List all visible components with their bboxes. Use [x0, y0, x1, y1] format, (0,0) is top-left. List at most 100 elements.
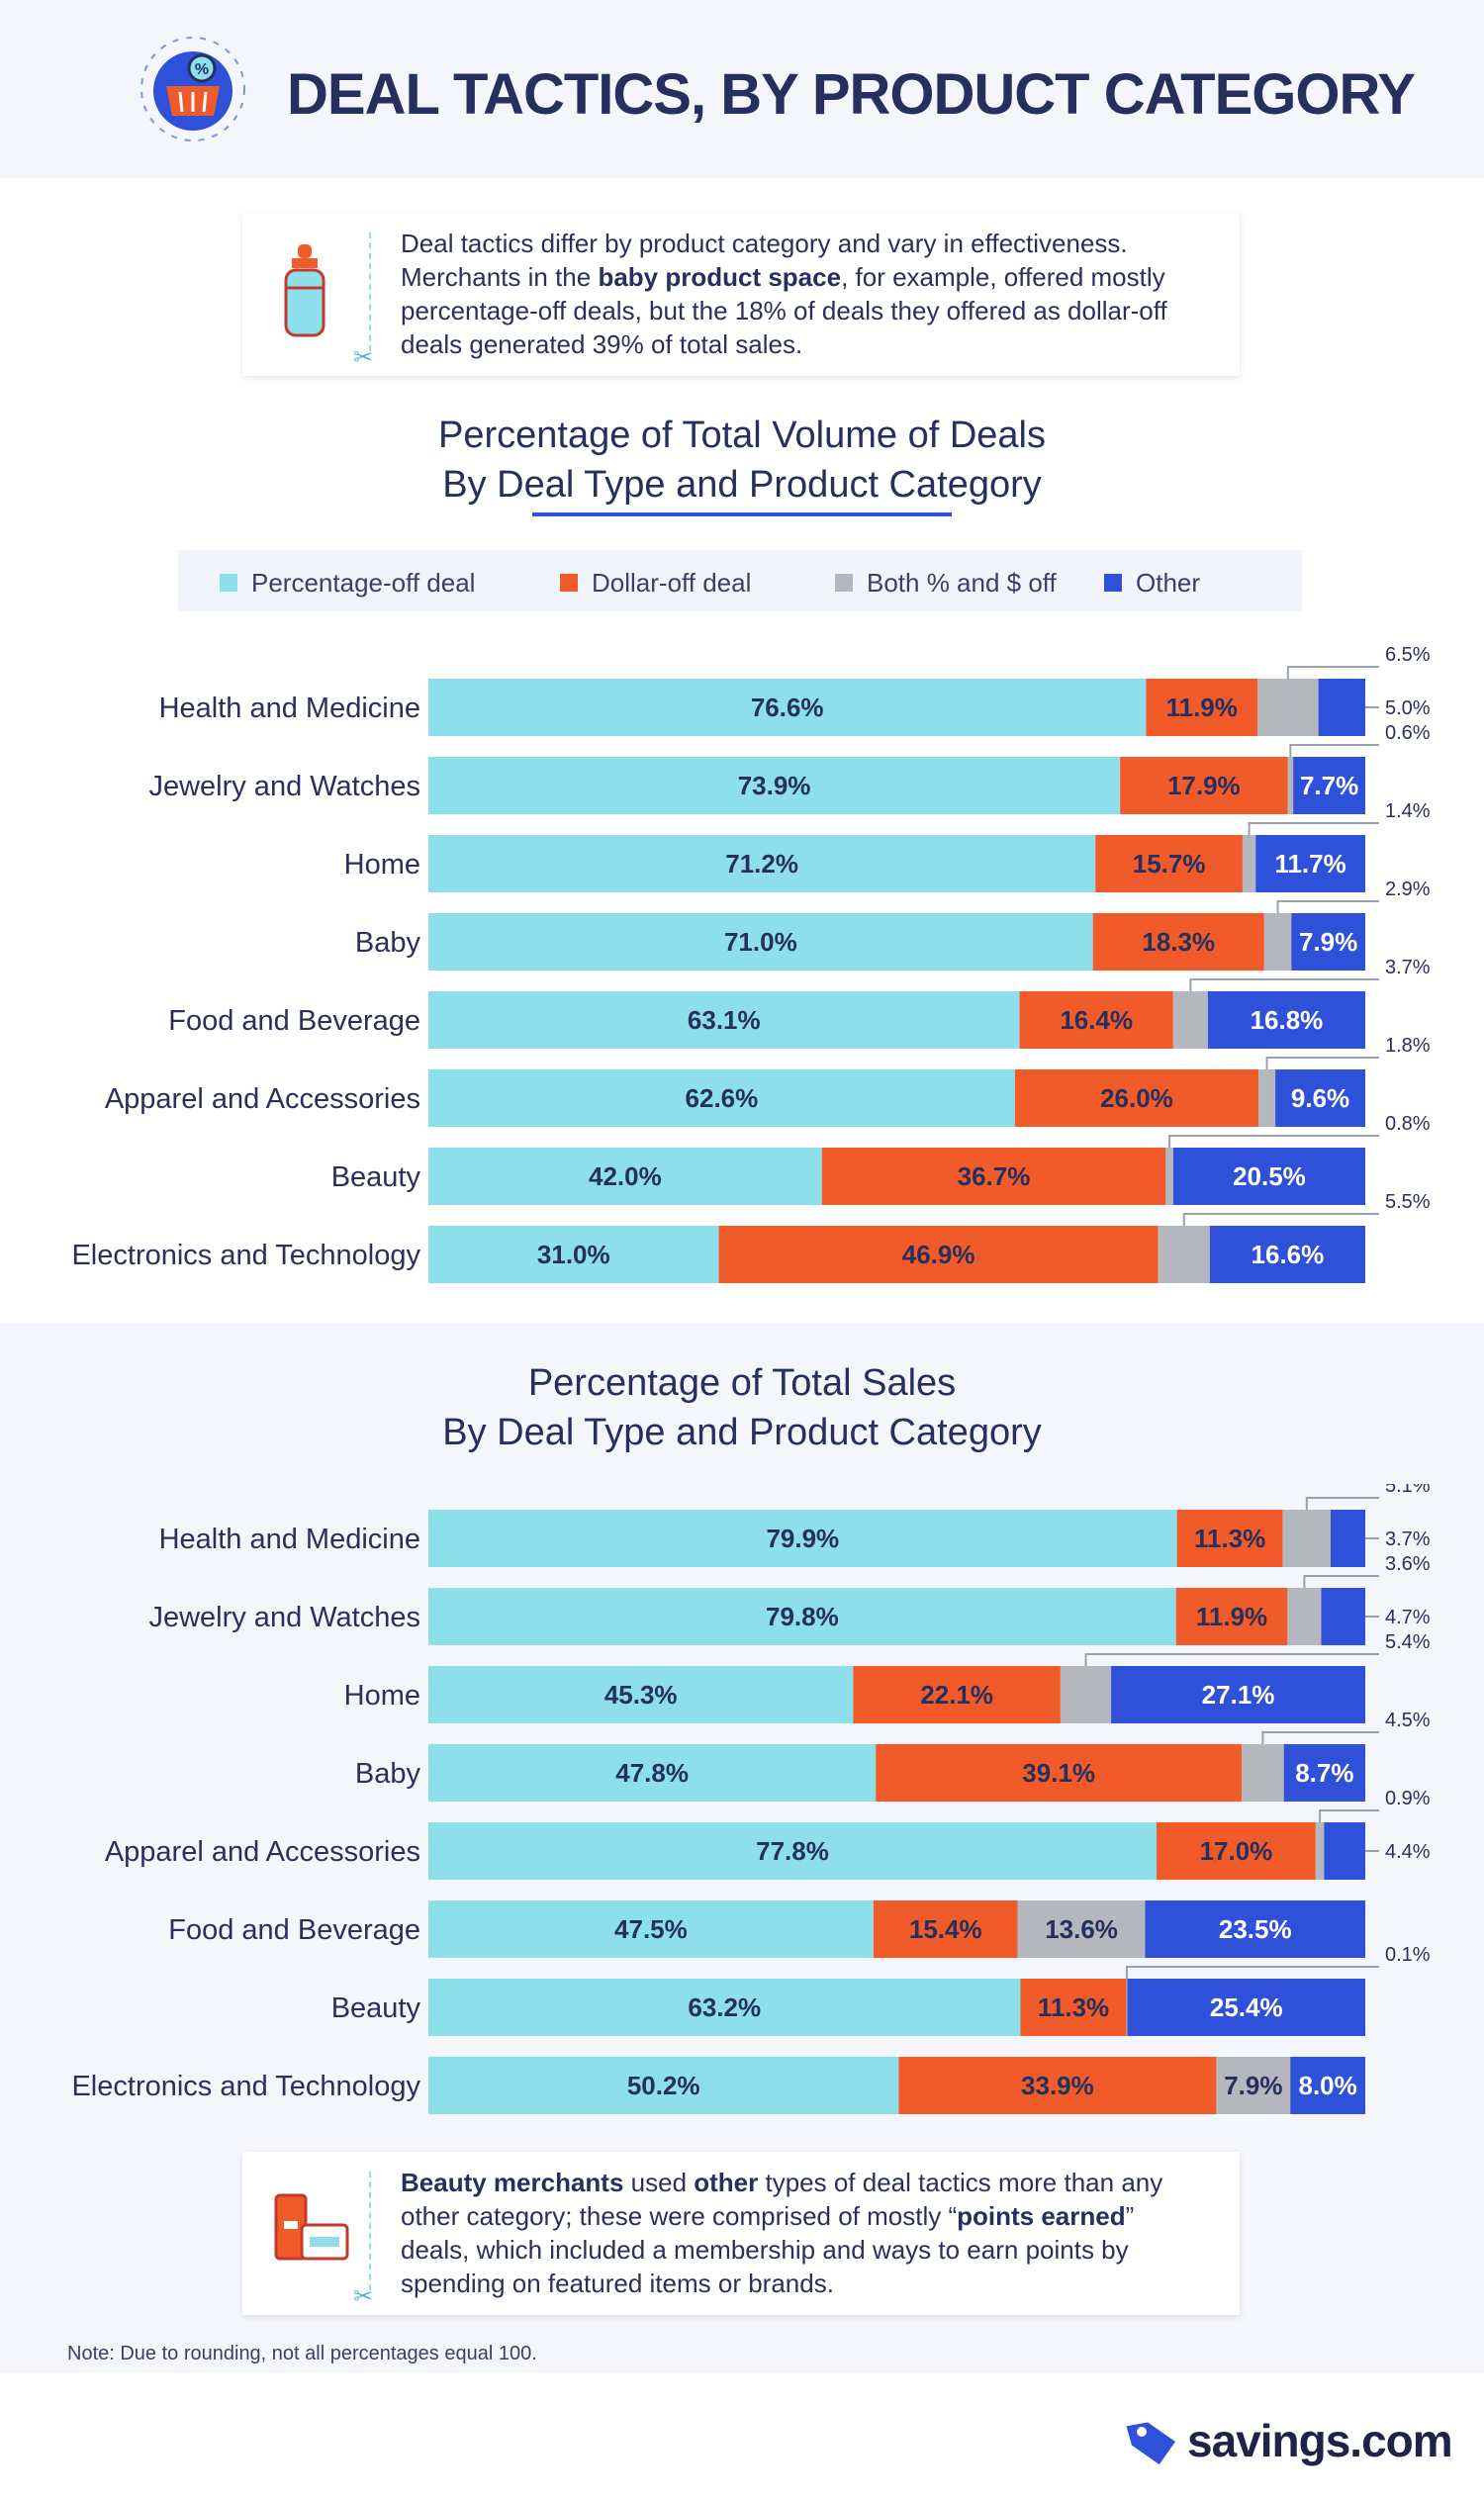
- category-label: Jewelry and Watches: [148, 771, 420, 802]
- legend-item-other: Other: [1104, 568, 1200, 598]
- legend-swatch: [1104, 574, 1122, 593]
- bar-segment-dollar-off: [1176, 1510, 1283, 1567]
- category-label: Food and Beverage: [168, 1914, 420, 1946]
- data-label: 36.7%: [958, 1161, 1031, 1191]
- chart-legend: Percentage-off deal Dollar-off deal Both…: [178, 550, 1302, 611]
- bar-segment-dollar-off: [1146, 679, 1258, 736]
- data-label: 31.0%: [537, 1240, 610, 1269]
- category-label: Electronics and Technology: [71, 1240, 420, 1271]
- legend-swatch: [835, 574, 853, 593]
- bar-segment-dollar-off: [1020, 1979, 1127, 2036]
- bar-segment-both: [1287, 1588, 1322, 1645]
- brand-logo[interactable]: savings.com: [1126, 2414, 1453, 2473]
- intro-text: Deal tactics differ by product category …: [401, 229, 1167, 359]
- bar-segment-percentage-off: [428, 757, 1121, 814]
- volume-chart-title: Percentage of Total Volume of Deals By D…: [437, 415, 1046, 506]
- bar-segment-other: [1209, 1226, 1365, 1283]
- data-label: 16.4%: [1060, 1005, 1133, 1035]
- legend-swatch: [220, 574, 237, 593]
- bar-segment-percentage-off: [428, 1588, 1176, 1645]
- bar-segment-both: [1216, 2057, 1291, 2114]
- leader-line: [1289, 744, 1379, 757]
- bar-segment-percentage-off: [428, 1226, 719, 1283]
- bar-segment-both: [1165, 1148, 1173, 1205]
- bar-segment-other: [1290, 2057, 1365, 2114]
- bar-segment-both: [1263, 913, 1292, 971]
- data-label: 50.2%: [627, 2071, 700, 2100]
- callout-label: 0.9%: [1385, 1788, 1431, 1809]
- leader-line: [1265, 1057, 1379, 1069]
- data-label: 15.4%: [909, 1914, 982, 1944]
- category-label: Health and Medicine: [159, 1524, 420, 1555]
- legend-swatch: [560, 574, 578, 593]
- data-label: 33.9%: [1021, 2071, 1094, 2100]
- data-label: 18.3%: [1142, 927, 1215, 957]
- leader-line: [1125, 1966, 1379, 1979]
- bar-segment-dollar-off: [1019, 991, 1173, 1049]
- brand-name: savings.com: [1187, 2415, 1453, 2466]
- leader-line: [1305, 1497, 1379, 1510]
- callout-label: 5.5%: [1385, 1191, 1431, 1213]
- data-label: 7.9%: [1299, 927, 1357, 957]
- data-label: 71.2%: [725, 849, 798, 879]
- page-title: DEAL TACTICS, BY PRODUCT CATEGORY: [287, 62, 1416, 127]
- data-label: 11.9%: [1166, 693, 1238, 722]
- bar-segment-other: [1127, 1979, 1365, 2036]
- bar-segment-percentage-off: [428, 2057, 899, 2114]
- category-label: Beauty: [331, 1161, 421, 1193]
- bar-segment-percentage-off: [428, 1979, 1021, 2036]
- data-label: 25.4%: [1210, 1992, 1283, 2022]
- bar-segment-other: [1324, 1822, 1365, 1880]
- bar-segment-other: [1330, 1510, 1365, 1567]
- data-label: 62.6%: [686, 1083, 759, 1113]
- dashed-divider: [369, 2172, 371, 2290]
- loyalty-cards-icon: [274, 2193, 349, 2261]
- category-label: Home: [344, 849, 420, 880]
- leader-line: [1276, 900, 1379, 913]
- bar-segment-dollar-off: [876, 1744, 1243, 1802]
- data-label: 63.1%: [688, 1005, 761, 1035]
- bar-segment-percentage-off: [428, 1744, 877, 1802]
- data-label: 47.8%: [615, 1758, 689, 1788]
- bar-segment-percentage-off: [428, 1510, 1177, 1567]
- data-label: 79.8%: [766, 1602, 839, 1631]
- data-label: 39.1%: [1022, 1758, 1095, 1788]
- callout-label: 6.5%: [1385, 644, 1431, 666]
- bar-segment-other: [1275, 1069, 1365, 1127]
- bar-segment-both: [1242, 835, 1256, 892]
- bar-segment-dollar-off: [1092, 913, 1264, 971]
- leader-line: [1261, 1731, 1379, 1744]
- bar-segment-other: [1111, 1666, 1365, 1723]
- outro-callout: ✂ Beauty merchants used other types of d…: [242, 2152, 1240, 2315]
- callout-label: 3.7%: [1385, 1528, 1431, 1550]
- data-label: 8.7%: [1295, 1758, 1353, 1788]
- scissors-icon: ✂: [353, 2283, 374, 2310]
- bar-segment-both: [1282, 1510, 1331, 1567]
- callout-label: 4.7%: [1385, 1607, 1431, 1628]
- bar-segment-other: [1293, 757, 1365, 814]
- bar-segment-both: [1258, 1069, 1276, 1127]
- bar-segment-other: [1321, 1588, 1365, 1645]
- bar-segment-dollar-off: [1120, 757, 1288, 814]
- bar-segment-both: [1257, 679, 1319, 736]
- data-label: 7.9%: [1224, 2071, 1282, 2100]
- bar-segment-dollar-off: [1095, 835, 1243, 892]
- bar-segment-percentage-off: [428, 1900, 874, 1958]
- bar-segment-dollar-off: [718, 1226, 1159, 1283]
- callout-label: 1.8%: [1385, 1035, 1431, 1057]
- bar-segment-percentage-off: [428, 913, 1093, 971]
- callout-label: 0.1%: [1385, 1944, 1431, 1966]
- category-label: Electronics and Technology: [71, 2071, 420, 2102]
- data-label: 11.3%: [1194, 1524, 1265, 1553]
- sales-chart-title: Percentage of Total Sales By Deal Type a…: [442, 1362, 1042, 1453]
- scissors-icon: ✂: [353, 344, 374, 371]
- data-label: 73.9%: [738, 771, 811, 800]
- intro-callout: ✂ Deal tactics differ by product categor…: [242, 213, 1240, 376]
- bar-segment-dollar-off: [1157, 1822, 1316, 1880]
- category-label: Beauty: [331, 1992, 421, 2024]
- data-label: 15.7%: [1133, 849, 1206, 879]
- outro-text: Beauty merchants used other types of dea…: [401, 2168, 1163, 2298]
- category-label: Apparel and Accessories: [105, 1083, 420, 1115]
- footnote: Note: Due to rounding, not all percentag…: [67, 2343, 537, 2364]
- bar-segment-dollar-off: [1014, 1069, 1259, 1127]
